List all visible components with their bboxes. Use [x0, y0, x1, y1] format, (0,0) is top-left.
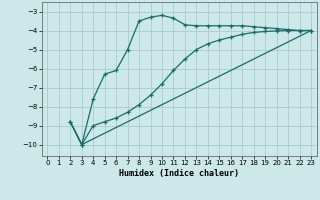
X-axis label: Humidex (Indice chaleur): Humidex (Indice chaleur) [119, 169, 239, 178]
